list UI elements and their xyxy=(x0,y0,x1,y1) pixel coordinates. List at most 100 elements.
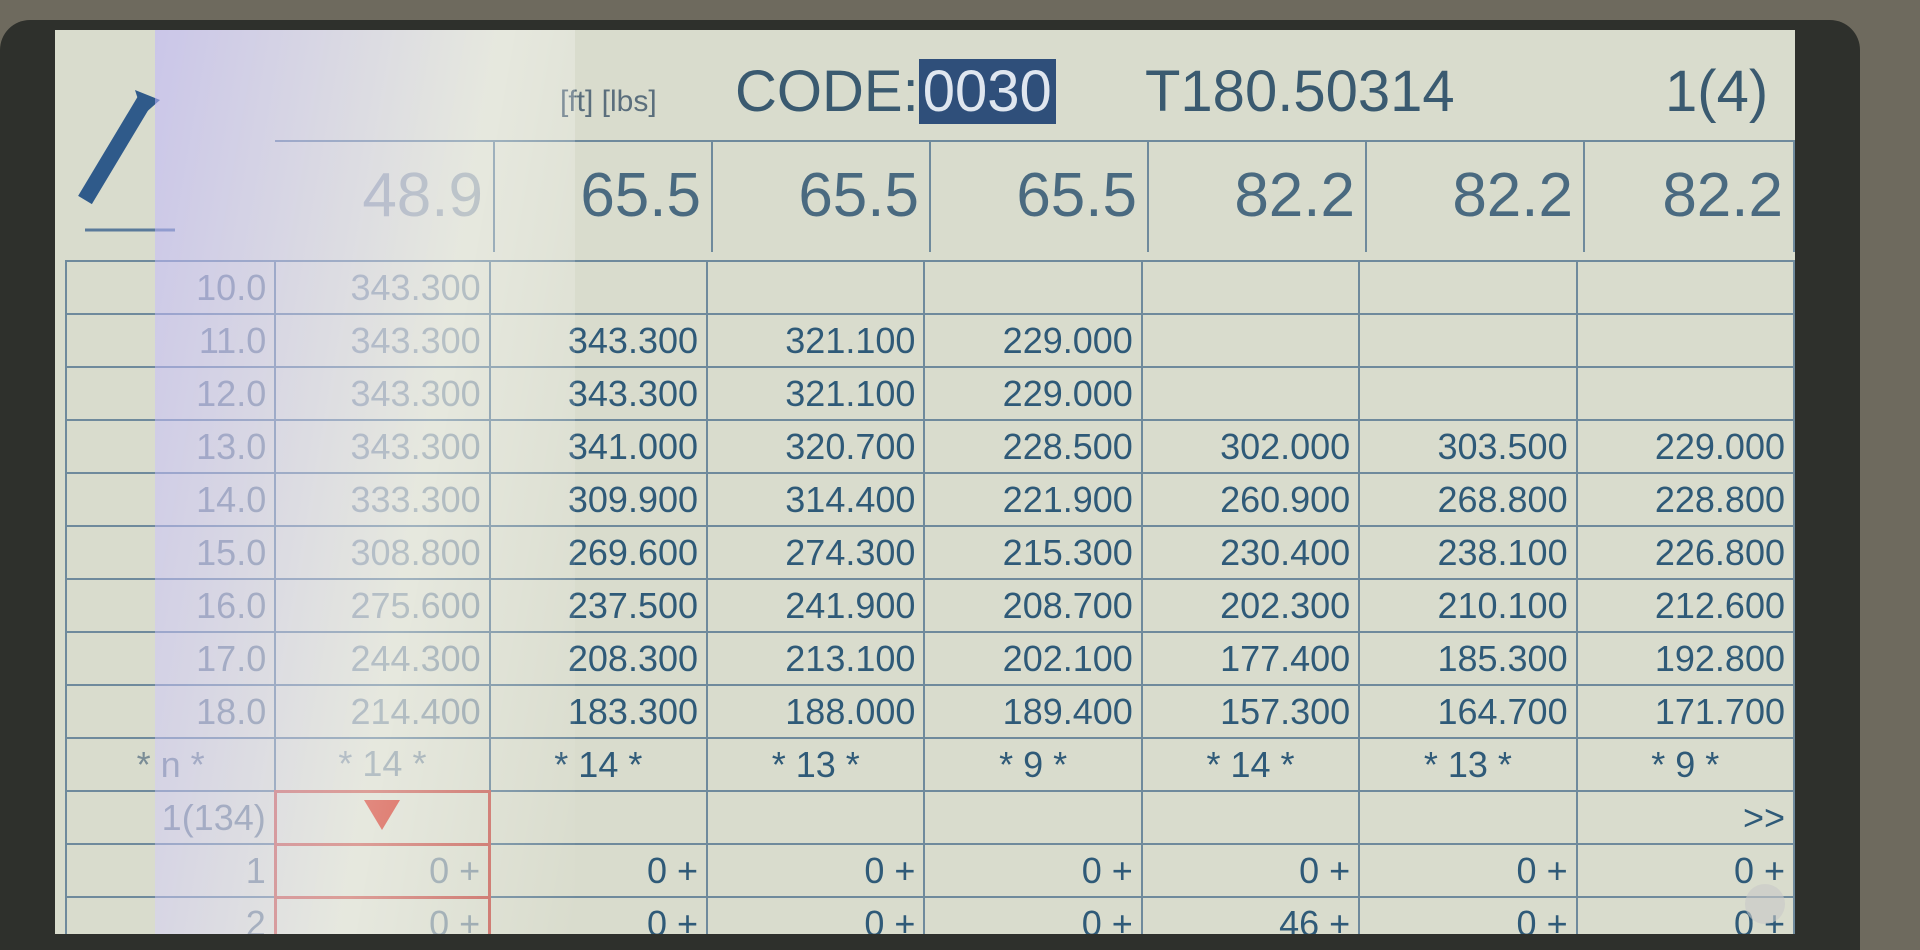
table-cell[interactable]: 171.700 xyxy=(1575,684,1795,739)
boom-length-5[interactable]: 82.2 xyxy=(1367,142,1585,252)
table-cell[interactable]: 188.000 xyxy=(706,684,926,739)
table-cell[interactable]: 213.100 xyxy=(706,631,926,686)
table-cell[interactable]: 0 + xyxy=(1358,843,1578,898)
table-cell[interactable]: 0 + xyxy=(273,895,492,934)
table-cell[interactable]: * 13 * xyxy=(706,737,926,792)
table-cell[interactable]: 0 + xyxy=(923,896,1143,934)
table-cell[interactable]: 192.800 xyxy=(1575,631,1795,686)
table-cell[interactable] xyxy=(923,260,1143,315)
table-cell[interactable]: 229.000 xyxy=(923,313,1143,368)
table-cell[interactable]: 269.600 xyxy=(488,525,709,580)
table-cell[interactable]: * 9 * xyxy=(1575,737,1795,792)
table-cell[interactable]: 212.600 xyxy=(1575,578,1795,633)
table-cell[interactable]: 0 + xyxy=(706,843,926,898)
table-cell[interactable]: * 14 * xyxy=(1140,737,1361,792)
table-cell[interactable]: 260.900 xyxy=(1140,472,1361,527)
boom-length-0[interactable]: 48.9 xyxy=(275,142,495,252)
table-cell[interactable]: 202.100 xyxy=(923,631,1143,686)
table-cell[interactable]: 343.300 xyxy=(274,366,491,421)
table-cell[interactable]: 0 + xyxy=(1140,843,1361,898)
table-cell[interactable] xyxy=(1140,366,1361,421)
table-cell[interactable]: 275.600 xyxy=(274,578,491,633)
table-cell[interactable]: 343.300 xyxy=(274,313,491,368)
row-label: * n * xyxy=(64,737,277,792)
table-cell[interactable]: 185.300 xyxy=(1358,631,1578,686)
table-cell[interactable]: 46 + xyxy=(1140,896,1361,934)
table-cell[interactable]: 226.800 xyxy=(1575,525,1795,580)
boom-length-6[interactable]: 82.2 xyxy=(1585,142,1795,252)
table-cell[interactable]: 303.500 xyxy=(1358,419,1578,474)
table-cell[interactable] xyxy=(1358,260,1578,315)
table-cell[interactable]: 214.400 xyxy=(274,684,491,739)
table-cell[interactable]: 228.500 xyxy=(923,419,1143,474)
table-cell[interactable] xyxy=(1575,313,1795,368)
table-cell[interactable]: 343.300 xyxy=(274,419,491,474)
table-cell[interactable] xyxy=(1358,313,1578,368)
table-cell[interactable] xyxy=(488,790,709,845)
table-cell[interactable]: 230.400 xyxy=(1140,525,1361,580)
table-cell[interactable]: 238.100 xyxy=(1358,525,1578,580)
table-cell[interactable]: 341.000 xyxy=(488,419,709,474)
table-cell[interactable]: 320.700 xyxy=(706,419,926,474)
table-cell[interactable]: 321.100 xyxy=(706,366,926,421)
table-cell[interactable]: 208.700 xyxy=(923,578,1143,633)
table-cell[interactable]: 237.500 xyxy=(488,578,709,633)
table-cell[interactable]: 0 + xyxy=(1358,896,1578,934)
table-cell[interactable]: 183.300 xyxy=(488,684,709,739)
table-cell[interactable]: 164.700 xyxy=(1358,684,1578,739)
table-cell[interactable]: 229.000 xyxy=(923,366,1143,421)
boom-length-3[interactable]: 65.5 xyxy=(931,142,1149,252)
table-cell[interactable] xyxy=(1140,260,1361,315)
table-cell[interactable]: 333.300 xyxy=(274,472,491,527)
table-cell[interactable]: 229.000 xyxy=(1575,419,1795,474)
boom-length-4[interactable]: 82.2 xyxy=(1149,142,1367,252)
table-cell[interactable]: 0 + xyxy=(273,842,492,899)
code-value[interactable]: 0030 xyxy=(918,59,1056,124)
table-cell[interactable]: 157.300 xyxy=(1140,684,1361,739)
table-cell[interactable]: * 14 * xyxy=(488,737,709,792)
table-cell[interactable]: 0 + xyxy=(488,896,709,934)
table-cell[interactable] xyxy=(1140,790,1361,845)
table-cell[interactable]: 274.300 xyxy=(706,525,926,580)
table-cell[interactable] xyxy=(273,789,492,846)
table-cell[interactable]: 343.300 xyxy=(274,260,491,315)
table-cell[interactable]: * 13 * xyxy=(1358,737,1578,792)
table-cell[interactable]: 0 + xyxy=(488,843,709,898)
table-cell[interactable]: 302.000 xyxy=(1140,419,1361,474)
table-cell[interactable]: 314.400 xyxy=(706,472,926,527)
next-page-button[interactable]: >> xyxy=(1575,790,1795,845)
table-cell[interactable] xyxy=(1358,790,1578,845)
table-cell[interactable]: 202.300 xyxy=(1140,578,1361,633)
table-cell[interactable]: 210.100 xyxy=(1358,578,1578,633)
table-cell[interactable]: 244.300 xyxy=(274,631,491,686)
table-cell[interactable] xyxy=(1140,313,1361,368)
table-cell[interactable]: 177.400 xyxy=(1140,631,1361,686)
table-cell[interactable]: 228.800 xyxy=(1575,472,1795,527)
table-cell[interactable]: 343.300 xyxy=(488,313,709,368)
boom-length-1[interactable]: 65.5 xyxy=(495,142,713,252)
table-cell[interactable] xyxy=(1575,260,1795,315)
table-cell[interactable]: 221.900 xyxy=(923,472,1143,527)
table-cell[interactable]: 189.400 xyxy=(923,684,1143,739)
table-cell[interactable]: 241.900 xyxy=(706,578,926,633)
table-cell[interactable] xyxy=(706,260,926,315)
table-cell[interactable]: * 9 * xyxy=(923,737,1143,792)
table-cell[interactable]: 321.100 xyxy=(706,313,926,368)
table-cell[interactable] xyxy=(1575,366,1795,421)
table-cell[interactable] xyxy=(488,260,709,315)
code-display[interactable]: CODE:0030 xyxy=(735,58,1056,125)
table-cell[interactable] xyxy=(706,790,926,845)
table-cell[interactable]: * 14 * xyxy=(274,737,491,792)
table-cell[interactable] xyxy=(923,790,1143,845)
table-cell[interactable]: 309.900 xyxy=(488,472,709,527)
table-row: 16.0 275.600 237.500 241.900 208.700 202.300 2… xyxy=(64,578,1795,633)
table-cell[interactable]: 215.300 xyxy=(923,525,1143,580)
table-cell[interactable]: 308.800 xyxy=(274,525,491,580)
table-cell[interactable]: 0 + xyxy=(923,843,1143,898)
table-cell[interactable]: 268.800 xyxy=(1358,472,1578,527)
boom-length-2[interactable]: 65.5 xyxy=(713,142,931,252)
table-cell[interactable]: 343.300 xyxy=(488,366,709,421)
table-cell[interactable] xyxy=(1358,366,1578,421)
table-cell[interactable]: 208.300 xyxy=(488,631,709,686)
table-cell[interactable]: 0 + xyxy=(706,896,926,934)
